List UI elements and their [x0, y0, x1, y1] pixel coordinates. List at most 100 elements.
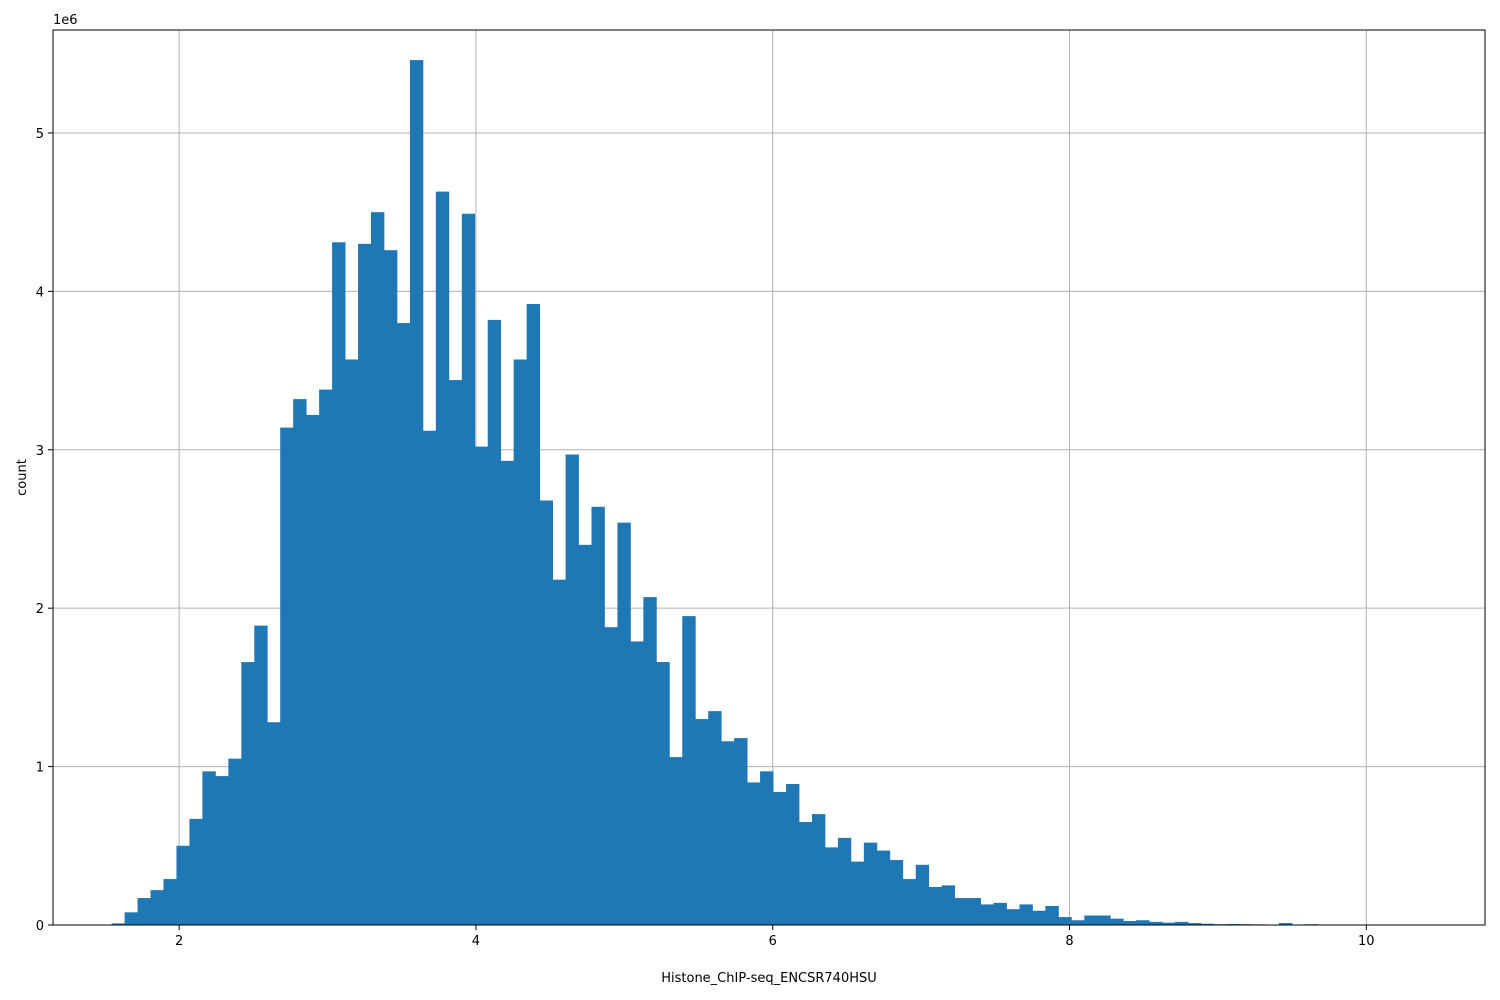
histogram-bar: [539, 500, 553, 925]
histogram-bar: [1058, 917, 1072, 925]
histogram-bar: [461, 213, 476, 926]
histogram-bar: [1149, 921, 1163, 925]
histogram-bar: [396, 323, 411, 925]
histogram-bar: [889, 860, 904, 925]
histogram-bar: [1201, 923, 1215, 925]
histogram-bar: [552, 579, 566, 925]
histogram-bar: [565, 454, 579, 925]
histogram-bar: [448, 380, 463, 925]
histogram-bar: [1071, 920, 1085, 925]
x-axis-label: Histone_ChIP-seq_ENCSR740HSU: [661, 971, 877, 986]
histogram-bar: [111, 923, 125, 925]
histogram-bar: [617, 522, 631, 925]
histogram-bars: [111, 60, 1371, 926]
histogram-bar: [1097, 915, 1111, 925]
y-tick-label: 4: [36, 285, 44, 300]
histogram-bar: [1162, 922, 1176, 925]
histogram-bar: [319, 389, 333, 925]
histogram-bar: [228, 758, 242, 925]
histogram-bar: [1045, 905, 1059, 925]
histogram-bar: [215, 776, 229, 925]
histogram-bar: [332, 242, 346, 925]
histogram-bar: [954, 898, 969, 925]
y-tick-label: 2: [36, 602, 44, 617]
plot-area-frame: [52, 29, 1486, 926]
histogram-bar: [928, 886, 943, 925]
x-tick-label: 8: [1065, 934, 1073, 949]
histogram-bar: [824, 847, 839, 925]
x-tick-label: 4: [472, 934, 480, 949]
histogram-bar: [383, 250, 398, 925]
histogram-bar: [1175, 921, 1189, 925]
histogram-bar: [682, 616, 696, 925]
y-tick-label: 1: [36, 761, 44, 776]
histogram-bar: [811, 814, 826, 925]
histogram-bar: [721, 741, 735, 925]
histogram-bar: [669, 757, 683, 925]
histogram-bar: [967, 898, 981, 925]
histogram-bar: [150, 890, 164, 925]
histogram-bar: [345, 359, 359, 926]
histogram-bar: [176, 845, 190, 925]
histogram-bar: [734, 738, 748, 925]
y-offset-label: 1e6: [53, 13, 78, 28]
histogram-bar: [280, 427, 294, 925]
histogram-bar: [863, 842, 878, 925]
histogram-bar: [306, 414, 320, 925]
histogram-bar: [980, 904, 994, 925]
histogram-bar: [163, 879, 177, 925]
histogram-bar: [267, 722, 281, 925]
histogram-bar: [1123, 921, 1137, 925]
histogram-bar: [876, 850, 891, 925]
histogram-bar: [915, 864, 930, 925]
x-tick-label: 2: [175, 934, 183, 949]
histogram-bar: [500, 460, 515, 925]
histogram-bar: [773, 791, 787, 925]
histogram-bar: [526, 304, 541, 925]
y-tick-label: 0: [36, 919, 44, 934]
histogram-bar: [591, 506, 605, 925]
histogram-bar: [837, 837, 852, 925]
histogram-bar: [1110, 918, 1124, 925]
histogram-bar: [371, 212, 385, 925]
histogram-bar: [124, 912, 138, 925]
y-axis-ticks: 0 1 2 3 4 5: [36, 127, 53, 934]
y-tick-label: 3: [36, 444, 44, 459]
histogram-bar: [1032, 910, 1046, 925]
histogram-bar: [137, 898, 151, 925]
histogram-bar: [358, 243, 372, 926]
y-tick-label: 5: [36, 127, 44, 142]
histogram-bar: [1188, 923, 1202, 925]
histogram-bar: [747, 782, 761, 925]
histogram-bar: [513, 359, 528, 926]
histogram-bar: [850, 861, 865, 925]
histogram-bar: [786, 784, 800, 925]
histogram-bar: [1019, 904, 1033, 925]
histogram-bar: [643, 597, 657, 925]
histogram-bar: [630, 641, 644, 925]
x-axis-ticks: 2 4 6 8 10: [175, 925, 1375, 949]
histogram-bar: [708, 711, 722, 925]
y-axis-label: count: [15, 459, 30, 496]
histogram-bar: [941, 885, 956, 925]
histogram-bar: [1084, 915, 1098, 925]
histogram-bar: [189, 818, 203, 925]
histogram-bar: [604, 627, 618, 925]
histogram-bar: [695, 719, 709, 925]
histogram-bar: [1006, 909, 1020, 925]
histogram-bar: [1136, 920, 1150, 925]
histogram-bar: [241, 662, 255, 925]
histogram-bar: [474, 446, 489, 925]
histogram-bar: [409, 60, 424, 925]
x-tick-label: 6: [769, 934, 777, 949]
histogram-bar: [202, 771, 216, 925]
histogram-bar: [656, 662, 670, 925]
x-tick-label: 10: [1358, 934, 1375, 949]
histogram-bar: [578, 544, 592, 925]
histogram-bar: [254, 625, 268, 925]
histogram-bar: [422, 430, 437, 925]
histogram-bar: [293, 399, 307, 925]
histogram-bar: [487, 319, 502, 925]
histogram-bar: [760, 771, 774, 925]
